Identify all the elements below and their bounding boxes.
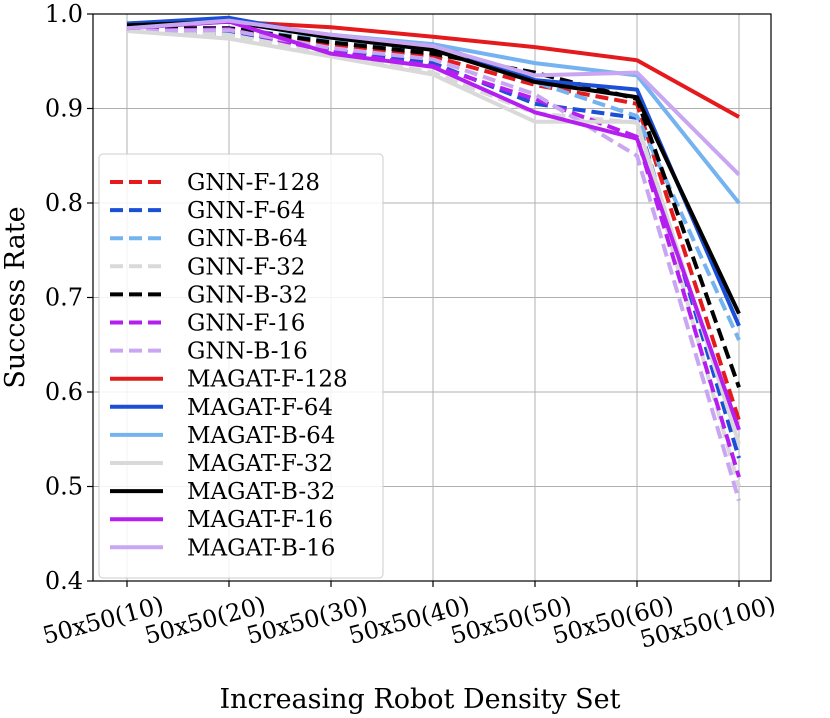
y-tick-label: 0.9 (45, 95, 83, 123)
y-axis-title: Success Rate (0, 206, 31, 388)
legend-entry-label: MAGAT-B-32 (187, 479, 335, 505)
series-line-gnn-b-16 (126, 28, 741, 502)
series-line-magat-f-32 (126, 29, 741, 445)
legend-entry-label: GNN-F-128 (187, 170, 320, 196)
legend-entry-label: MAGAT-F-128 (187, 367, 348, 393)
legend-entry-label: MAGAT-F-32 (187, 451, 333, 477)
series-lines (126, 15, 741, 502)
y-tick-label: 1.0 (45, 0, 83, 28)
legend-entry-label: GNN-F-16 (187, 311, 305, 337)
legend: GNN-F-128GNN-F-64GNN-B-64GNN-F-32GNN-B-3… (98, 153, 384, 579)
legend-entry-label: MAGAT-B-16 (187, 535, 335, 561)
y-tick-label: 0.5 (45, 473, 83, 501)
legend-entry-label: MAGAT-F-64 (187, 395, 333, 421)
legend-entry-label: GNN-F-64 (187, 198, 305, 224)
y-tick-label: 0.8 (45, 189, 83, 217)
y-tick-label: 0.6 (45, 378, 83, 406)
x-axis-ticks: 50x50(10)50x50(20)50x50(30)50x50(40)50x5… (40, 581, 779, 654)
y-tick-label: 0.4 (45, 567, 83, 595)
legend-entry-label: GNN-B-16 (187, 339, 308, 365)
y-axis-ticks: 0.4 0.5 0.6 0.7 0.8 0.9 1.0 (45, 0, 93, 595)
legend-entry-label: MAGAT-F-16 (187, 507, 333, 533)
legend-entry-label: GNN-B-32 (187, 282, 308, 308)
x-axis-title: Increasing Robot Density Set (220, 684, 621, 715)
y-tick-label: 0.7 (45, 284, 83, 312)
legend-box (98, 153, 384, 579)
series-line-magat-b-16 (126, 18, 741, 177)
legend-entry-label: GNN-F-32 (187, 254, 305, 280)
legend-entry-label: MAGAT-B-64 (187, 423, 335, 449)
legend-entry-label: GNN-B-64 (187, 226, 308, 252)
